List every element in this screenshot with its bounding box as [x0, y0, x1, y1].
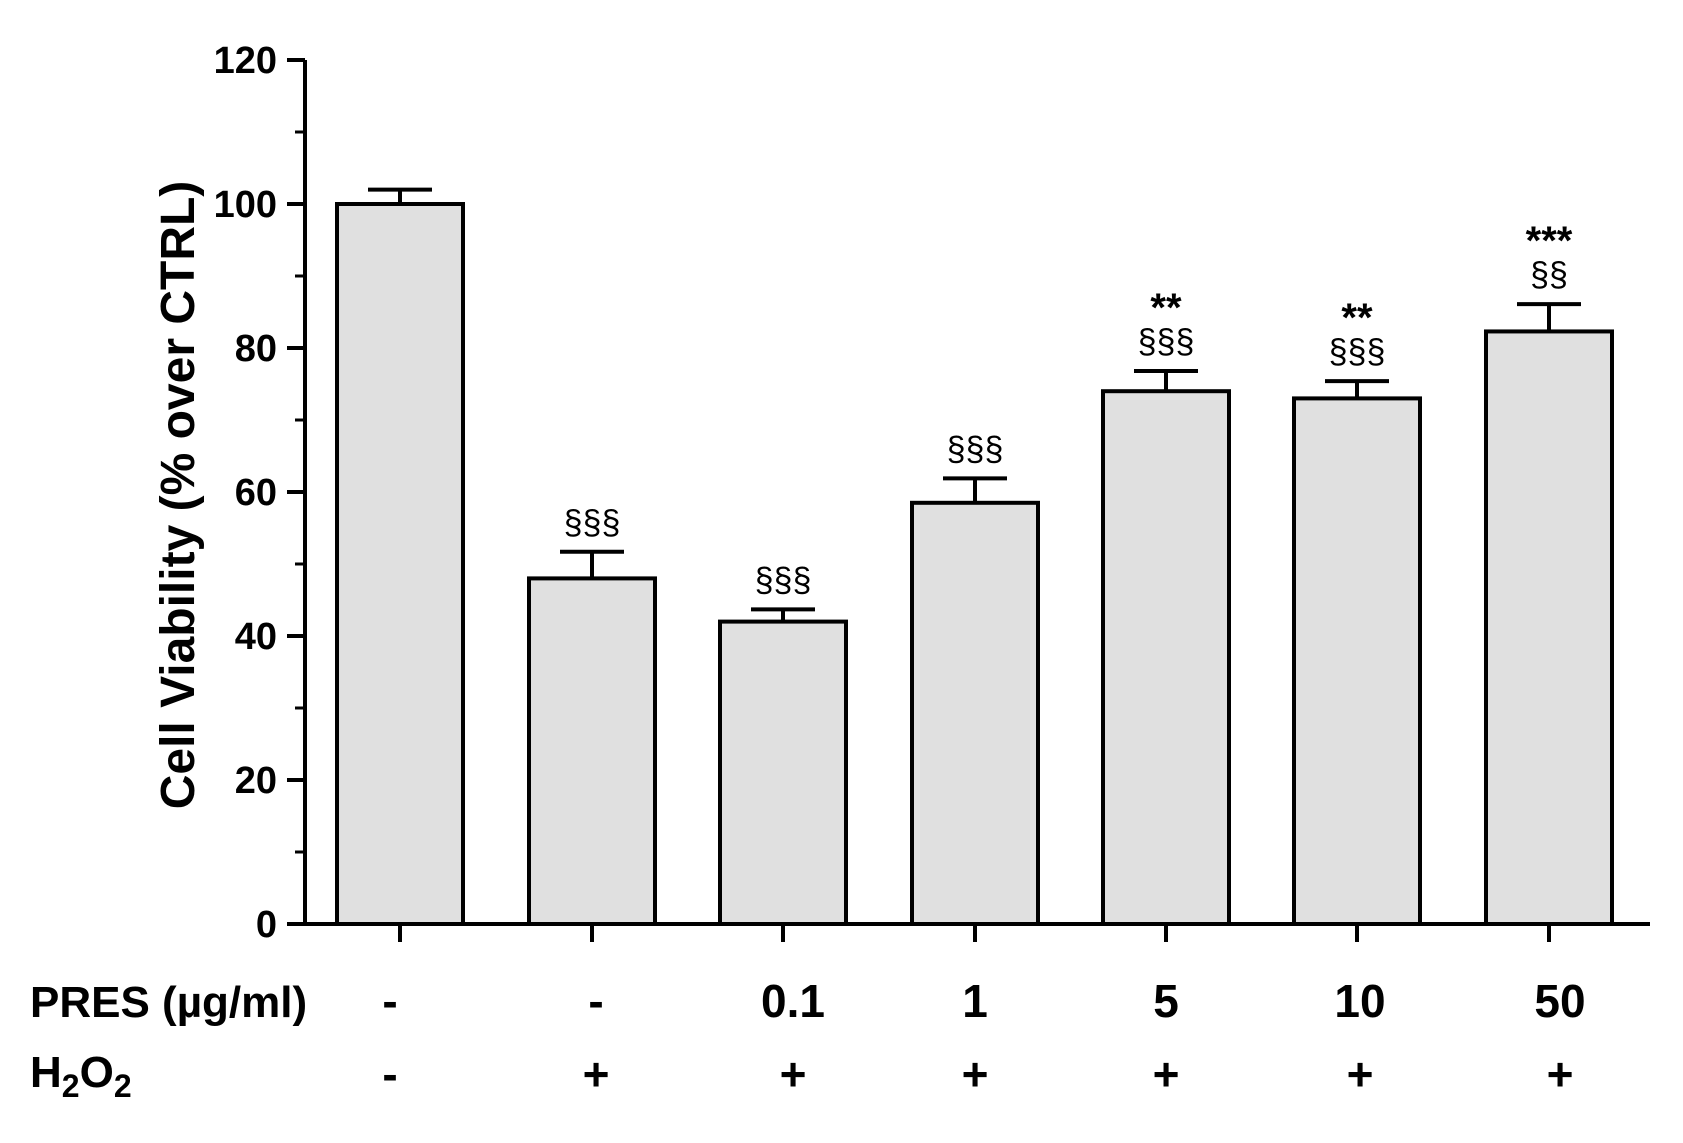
- section-mark: §§§: [1138, 323, 1195, 361]
- y-tick-label: 40: [235, 616, 277, 658]
- bar: [718, 619, 848, 926]
- row-label-pres: PRES (µg/ml): [30, 978, 307, 1027]
- treatment-value: 1: [962, 975, 988, 1027]
- treatment-value: +: [583, 1048, 610, 1100]
- bar: [1101, 389, 1231, 926]
- row-label-h2o2: H2O2: [30, 1048, 132, 1104]
- y-tick-label: 120: [214, 40, 277, 82]
- treatment-value: +: [962, 1048, 989, 1100]
- y-tick-label: 100: [214, 184, 277, 226]
- section-mark: §§§: [947, 430, 1004, 468]
- treatment-value: +: [1547, 1048, 1574, 1100]
- bar: [527, 576, 657, 927]
- section-mark: §§§: [1329, 333, 1386, 371]
- treatment-value: 10: [1334, 975, 1385, 1027]
- significance-stars: **: [1341, 296, 1373, 340]
- treatment-table: PRES (µg/ml) H2O2 - - 0.1 1 5 10 50 - + + + + + +: [30, 975, 1586, 1104]
- bars: [335, 187, 1614, 927]
- bar: [910, 500, 1040, 926]
- significance-stars: ***: [1526, 219, 1573, 263]
- treatment-value: 0.1: [761, 975, 825, 1027]
- significance-stars: **: [1150, 286, 1182, 330]
- treatment-value: +: [1153, 1048, 1180, 1100]
- section-mark: §§§: [564, 504, 621, 542]
- significance-annotations: §§§§§§§§§§§§**§§§**§§***: [564, 219, 1573, 599]
- treatment-value: +: [1347, 1048, 1374, 1100]
- bar: [1292, 396, 1422, 926]
- y-tick-label: 80: [235, 328, 277, 370]
- bar: [1484, 329, 1614, 926]
- section-mark: §§§: [755, 561, 812, 599]
- y-tick-label: 0: [256, 904, 277, 946]
- treatment-value: 50: [1534, 975, 1585, 1027]
- treatment-value: +: [780, 1048, 807, 1100]
- bar: [335, 202, 465, 926]
- y-tick-label: 20: [235, 760, 277, 802]
- treatment-value: -: [382, 1048, 397, 1100]
- treatment-value: 5: [1153, 975, 1179, 1027]
- section-mark: §§: [1530, 256, 1568, 294]
- treatment-value: -: [382, 975, 397, 1027]
- y-axis-label: Cell Viability (% over CTRL): [152, 181, 205, 810]
- treatment-value: -: [588, 975, 603, 1027]
- y-tick-label: 60: [235, 472, 277, 514]
